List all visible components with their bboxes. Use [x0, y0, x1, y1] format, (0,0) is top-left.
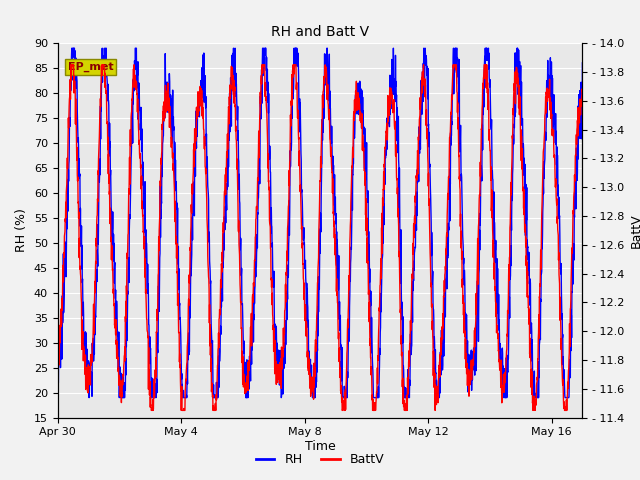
RH [81, 348, 88, 354]
BattV [467, 357, 475, 363]
Title: RH and Batt V: RH and Batt V [271, 25, 369, 39]
RH [467, 347, 475, 353]
Text: EP_met: EP_met [68, 62, 114, 72]
X-axis label: Time: Time [305, 440, 335, 453]
RH [54, 382, 61, 387]
BattV [147, 408, 155, 413]
BattV [579, 89, 586, 95]
BattV [296, 148, 303, 154]
BattV [81, 352, 88, 358]
BattV [54, 370, 61, 376]
RH [68, 45, 76, 51]
Y-axis label: BattV: BattV [630, 213, 640, 248]
RH [310, 388, 317, 394]
Line: RH: RH [58, 48, 582, 397]
Y-axis label: RH (%): RH (%) [15, 208, 28, 252]
RH [85, 395, 93, 400]
Line: BattV: BattV [58, 65, 582, 410]
BattV [67, 62, 75, 68]
RH [579, 60, 586, 66]
RH [564, 395, 572, 400]
BattV [310, 379, 317, 385]
BattV [564, 379, 572, 385]
RH [564, 395, 572, 400]
Legend: RH, BattV: RH, BattV [250, 448, 390, 471]
RH [296, 116, 303, 121]
BattV [564, 392, 572, 397]
